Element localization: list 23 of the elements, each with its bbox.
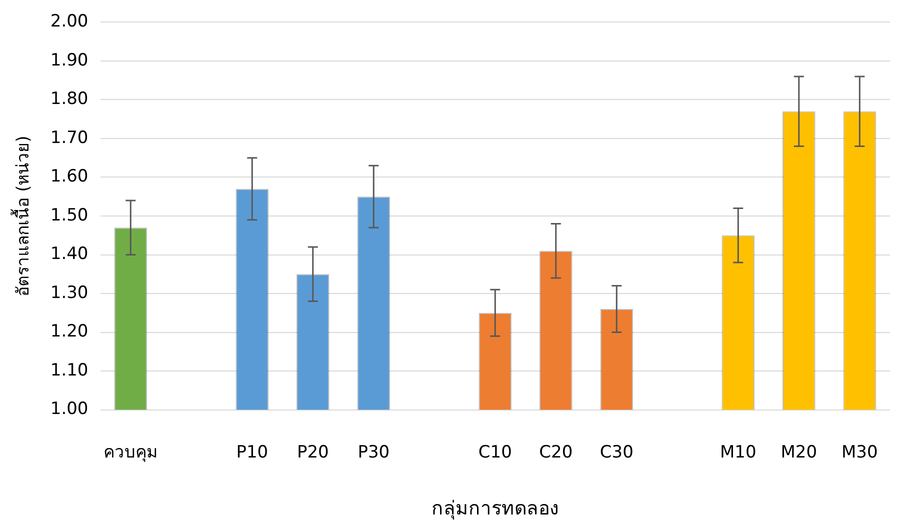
y-tick-label: 1.50 (50, 205, 88, 226)
y-tick-label: 1.80 (50, 89, 88, 110)
y-axis-title: อัตราแลกเนื้อ (หน่วย) (10, 136, 34, 296)
x-tick-label: P10 (236, 442, 268, 462)
y-tick-label: 1.30 (50, 282, 88, 303)
x-tick-label: C30 (600, 442, 634, 462)
x-tick-label: C10 (478, 442, 512, 462)
x-tick-label: P20 (296, 442, 329, 462)
x-tick-label: M30 (842, 442, 878, 462)
y-tick-label: 1.20 (50, 322, 88, 342)
x-tick-label: M10 (720, 442, 756, 462)
y-tick-label: 2.00 (50, 12, 88, 32)
x-tick-label: M20 (780, 442, 818, 462)
x-axis-title: กลุ่มการทดลอง (432, 498, 559, 521)
y-tick-label: 1.10 (50, 360, 88, 380)
y-tick-label: 1.60 (50, 166, 88, 187)
y-tick-label: 1.70 (50, 128, 88, 148)
y-tick-label: 1.90 (50, 50, 88, 70)
x-tick-label: C20 (539, 442, 573, 462)
y-tick-label: 1.40 (50, 244, 88, 264)
y-tick-label: 1.00 (50, 399, 88, 420)
x-tick-label: ควบคุม (104, 442, 158, 462)
x-tick-label: P30 (358, 442, 390, 462)
